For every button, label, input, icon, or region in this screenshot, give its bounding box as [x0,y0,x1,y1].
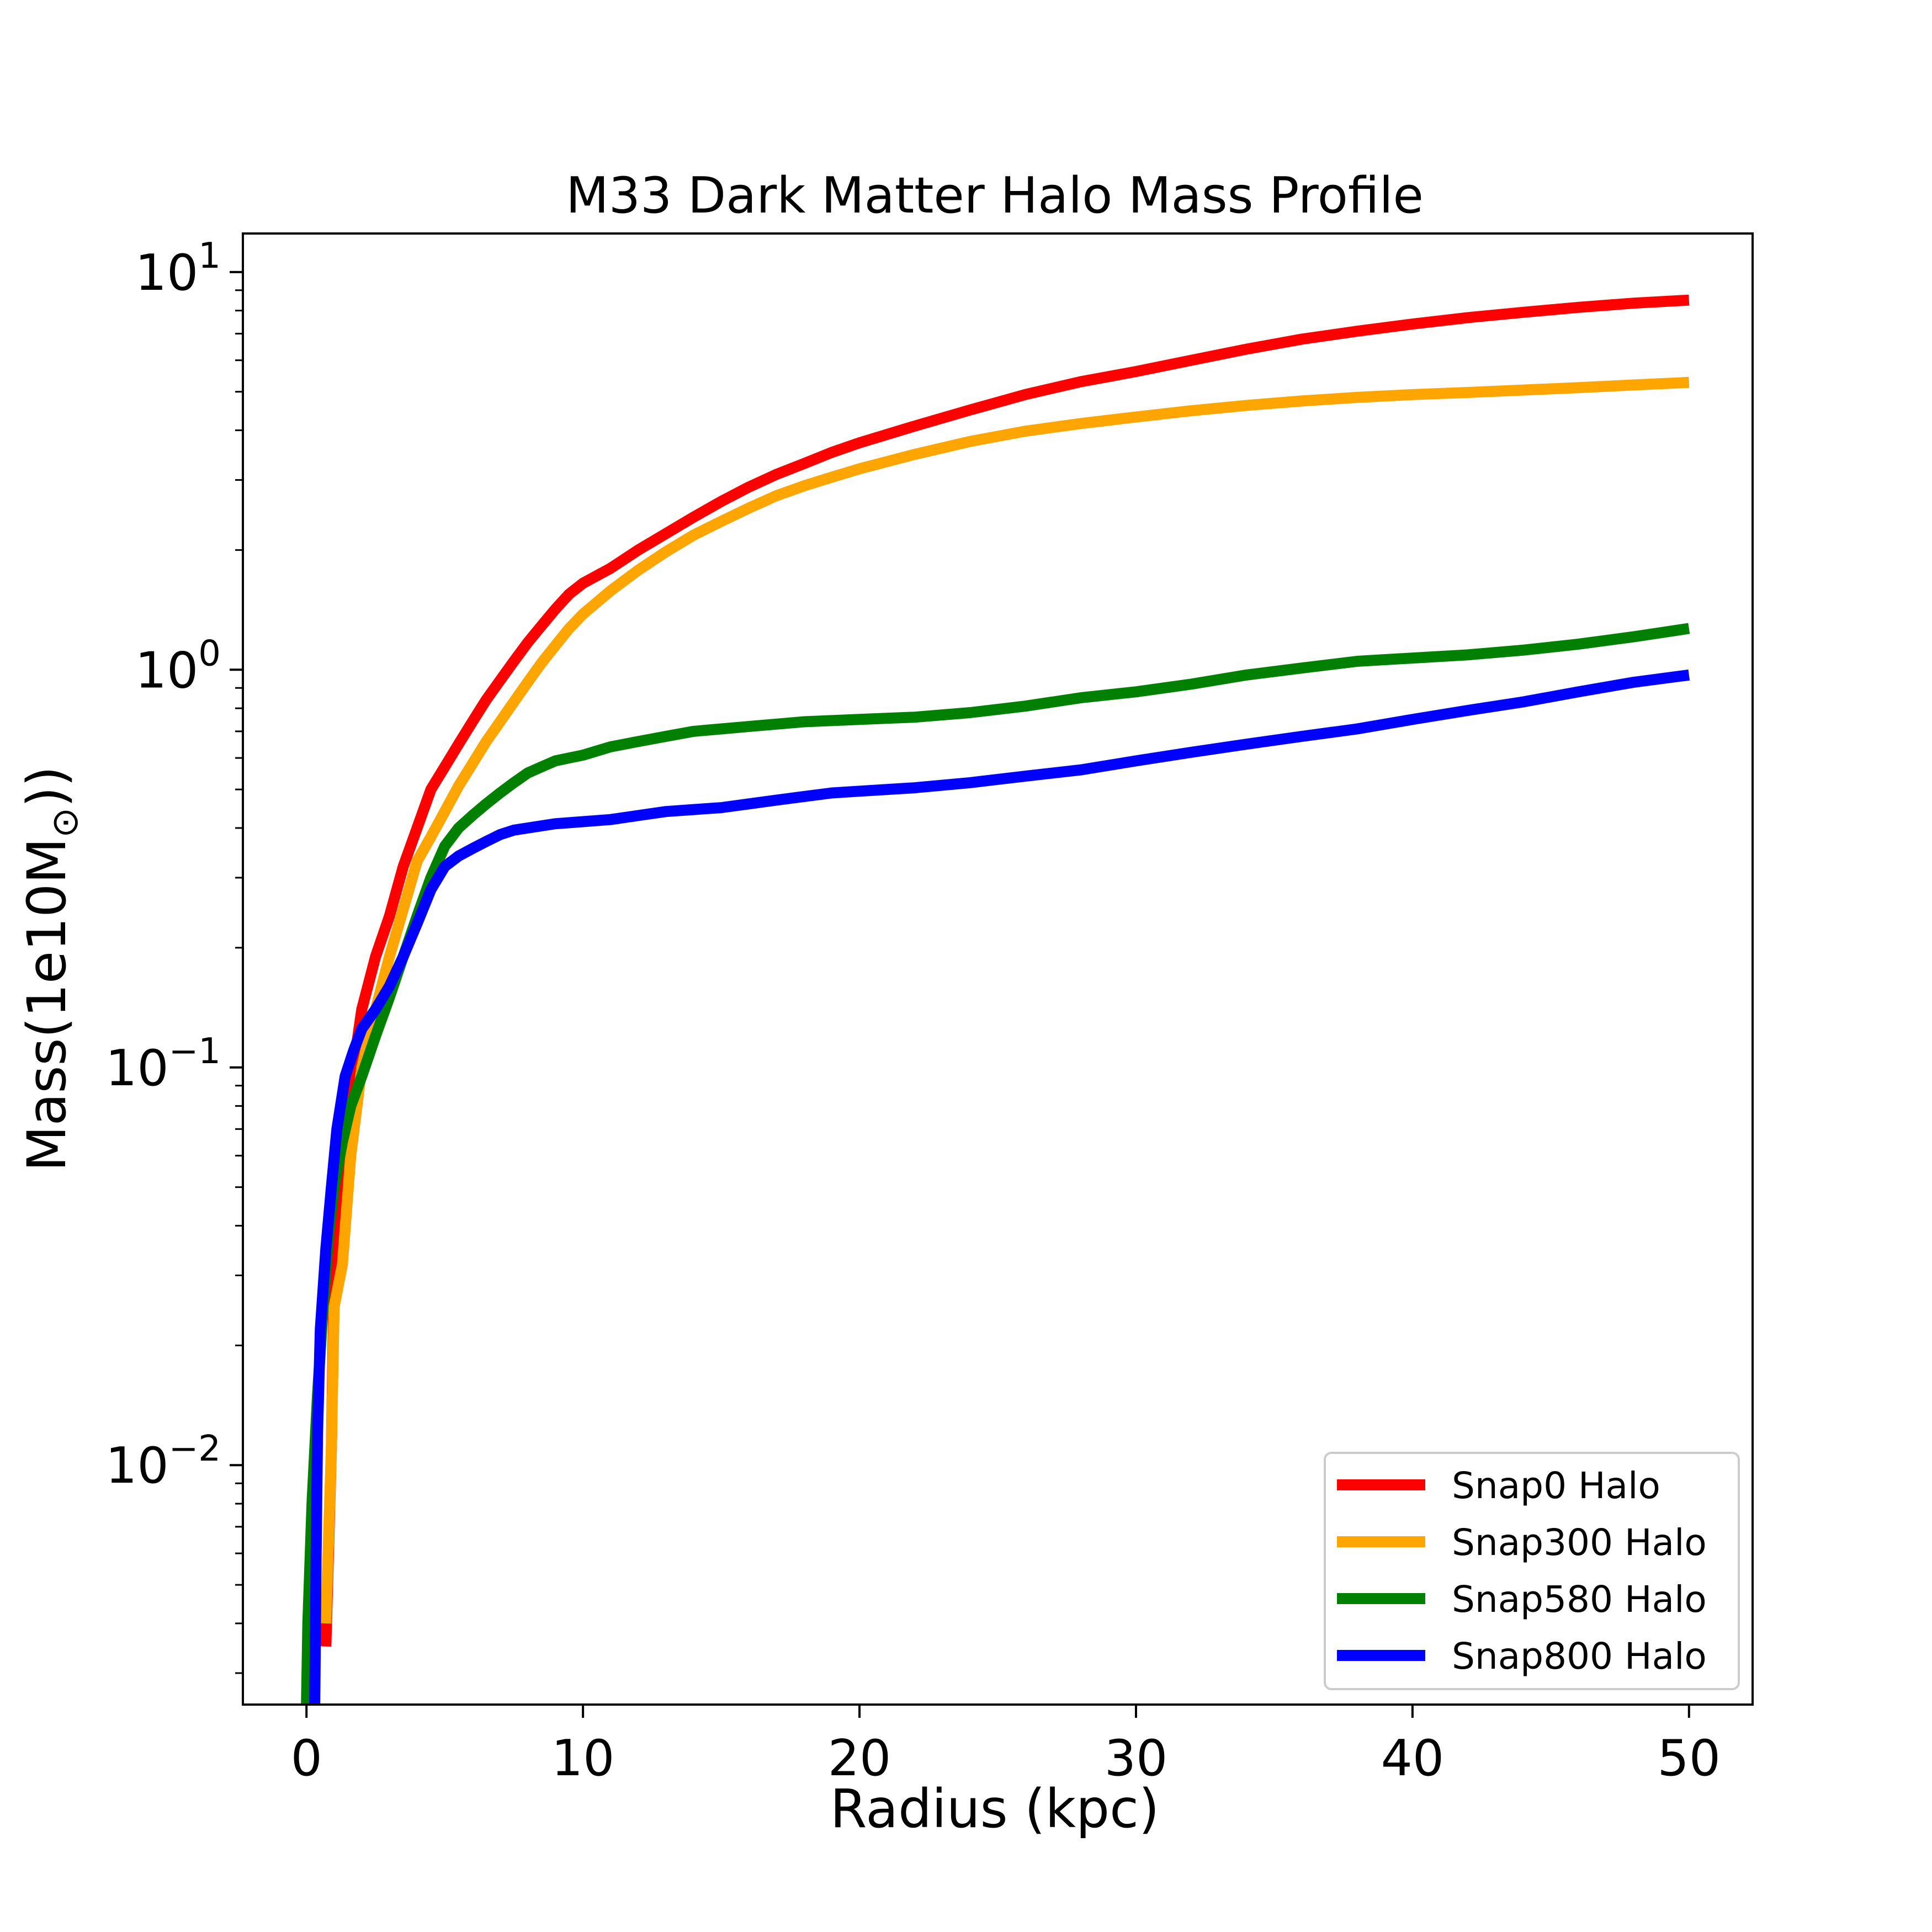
legend-label-2: Snap580 Halo [1452,1578,1707,1621]
series-line-0 [320,294,1690,1647]
series-line-2 [301,623,1690,1705]
y-tick-label-0: 101 [135,236,221,302]
legend-label-1: Snap300 Halo [1452,1521,1707,1564]
y-tick-label-2: 10−1 [105,1031,221,1097]
y-tick-label-3: 10−2 [105,1429,221,1495]
y-axis: 101 100 10−1 10−2 [105,236,243,1674]
x-axis: 0 10 20 30 40 50 [291,1705,1721,1787]
x-tick-label-4: 40 [1381,1729,1445,1787]
x-tick-label-1: 10 [551,1729,615,1787]
y-axis-label-subscript: ⊙ [44,808,86,838]
y-axis-label-suffix: )) [16,766,78,808]
x-tick-label-5: 50 [1658,1729,1721,1787]
series-line-1 [320,376,1690,1624]
legend: Snap0 Halo Snap300 Halo Snap580 Halo Snap80… [1324,1452,1740,1690]
legend-label-0: Snap0 Halo [1452,1464,1660,1507]
y-axis-label: Mass(1e10M⊙)) [16,766,86,1171]
y-tick-label-1: 100 [135,633,221,699]
x-tick-label-2: 20 [828,1729,891,1787]
series-line-3 [309,669,1690,1705]
x-tick-label-3: 30 [1105,1729,1168,1787]
x-tick-label-0: 0 [291,1729,322,1787]
chart-title: M33 Dark Matter Halo Mass Profile [566,167,1424,225]
legend-box [1324,1452,1740,1690]
series-layer [301,294,1690,1705]
x-axis-label: Radius (kpc) [830,1778,1160,1840]
legend-label-3: Snap800 Halo [1452,1635,1707,1678]
y-axis-label-prefix: Mass(1e10M [16,838,78,1171]
plot-frame [242,232,1754,1706]
